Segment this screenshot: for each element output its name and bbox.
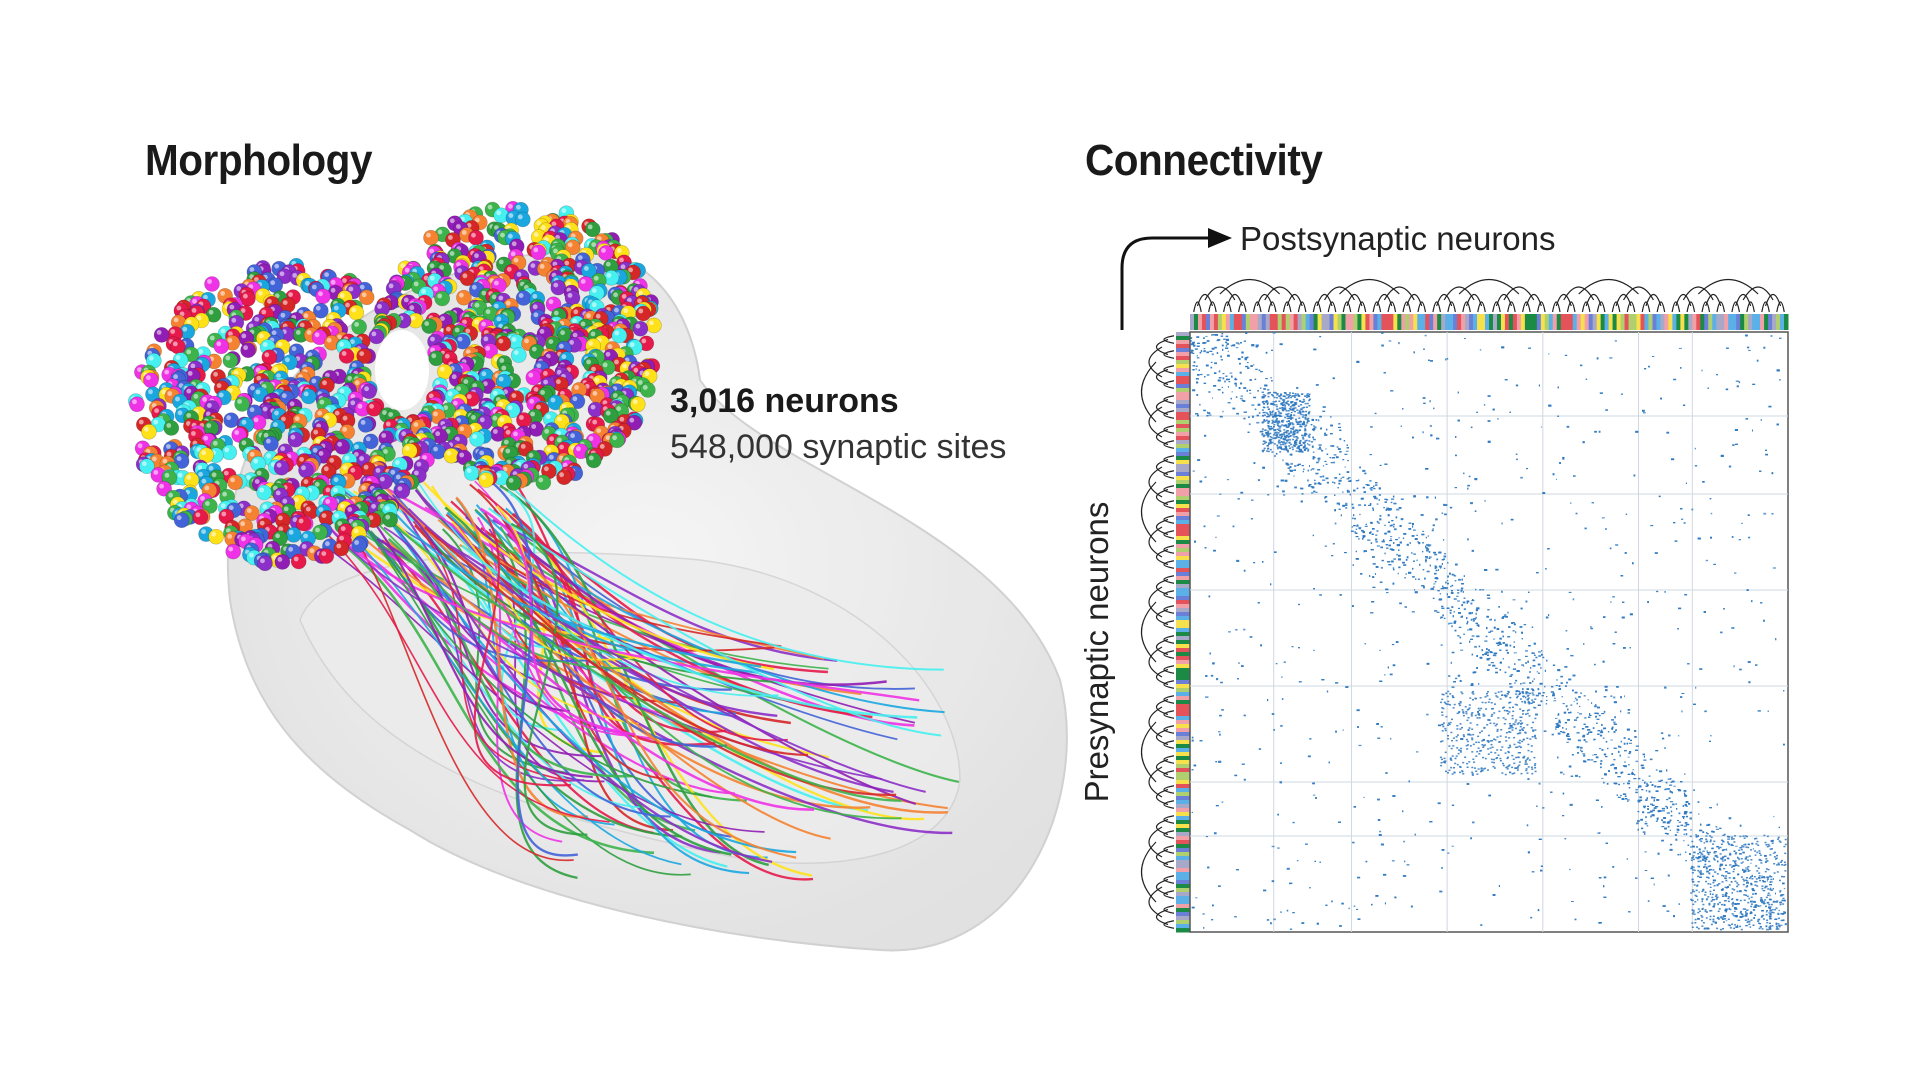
top-cluster-bar bbox=[1190, 314, 1789, 330]
matrix-connections bbox=[1190, 332, 1787, 931]
presynaptic-label: Presynaptic neurons bbox=[1078, 502, 1115, 803]
connectivity-title: Connectivity bbox=[1085, 136, 1323, 185]
left-cluster-bar bbox=[1176, 332, 1190, 933]
morphology-title: Morphology bbox=[145, 136, 372, 185]
arrow-head-icon bbox=[1208, 228, 1232, 248]
neuron-count: 3,016 neurons bbox=[670, 382, 899, 420]
soma-cluster bbox=[128, 201, 662, 572]
neurite-bundle bbox=[319, 480, 960, 881]
matrix-grid bbox=[1190, 332, 1788, 932]
left-dendrogram bbox=[1141, 335, 1175, 929]
connectivity-matrix bbox=[1189, 331, 1789, 933]
top-dendrogram bbox=[1193, 279, 1785, 313]
central-hole bbox=[375, 330, 429, 410]
postsynaptic-label: Postsynaptic neurons bbox=[1240, 220, 1556, 257]
synapse-count: 548,000 synaptic sites bbox=[670, 428, 1007, 466]
postsynaptic-arrow bbox=[1120, 228, 1232, 330]
